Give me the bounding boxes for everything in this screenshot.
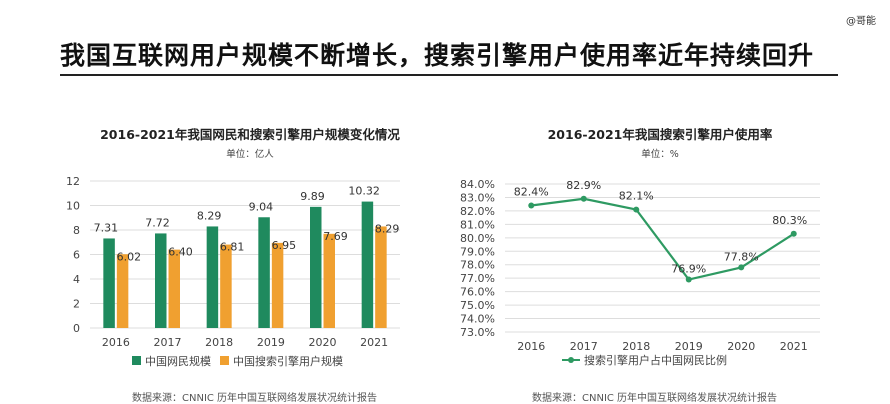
bar	[155, 233, 167, 328]
bar	[310, 206, 322, 328]
y-tick-label: 82.0%	[460, 205, 495, 218]
data-point	[528, 202, 535, 209]
legend-label: 中国搜索引擎用户规模	[233, 354, 343, 368]
legend-marker	[568, 357, 574, 363]
x-tick-label: 2018	[622, 340, 650, 353]
bar	[206, 226, 219, 328]
y-tick-label: 84.0%	[460, 178, 495, 191]
bar-chart-panel: 2016-2021年我国网民和搜索引擎用户规模变化情况 单位：亿人 0 2 4 6 8 1…	[40, 118, 460, 404]
x-tick-label: 2017	[570, 340, 598, 353]
data-label: 76.9%	[671, 263, 706, 276]
title-divider	[60, 74, 838, 76]
page-title: 我国互联网用户规模不断增长，搜索引擎用户使用率近年持续回升	[60, 41, 815, 70]
legend-swatch	[132, 356, 141, 365]
line-chart-panel: 2016-2021年我国搜索引擎用户使用率 单位：% 73.0% 74.0% 75.…	[450, 118, 870, 404]
y-tick-label: 80.0%	[460, 232, 495, 245]
x-tick-label: 2020	[309, 336, 337, 349]
y-tick-label: 74.0%	[460, 313, 495, 326]
y-tick-label: 2	[73, 298, 80, 311]
y-tick-label: 10	[66, 200, 80, 213]
bar	[116, 254, 129, 328]
data-point	[580, 195, 587, 202]
y-tick-label: 12	[66, 175, 80, 188]
bar-chart-title: 2016-2021年我国网民和搜索引擎用户规模变化情况	[100, 127, 400, 142]
data-label: 6.95	[272, 239, 297, 252]
y-tick-label: 8	[73, 224, 80, 237]
bar	[375, 226, 387, 328]
x-tick-label: 2021	[780, 340, 808, 353]
line-chart-unit: 单位：%	[641, 149, 679, 160]
data-label: 7.72	[145, 216, 170, 229]
x-tick-label: 2018	[205, 336, 233, 349]
bar	[258, 217, 270, 328]
data-point	[633, 206, 640, 213]
data-point	[685, 276, 692, 283]
line-chart-title: 2016-2021年我国搜索引擎用户使用率	[547, 127, 773, 142]
y-tick-label: 75.0%	[460, 299, 495, 312]
line-chart-source: 数据来源：CNNIC 历年中国互联网络发展状况统计报告	[532, 393, 778, 404]
data-label: 82.4%	[514, 186, 549, 199]
data-label: 6.40	[168, 246, 193, 259]
x-tick-label: 2016	[102, 336, 130, 349]
y-tick-label: 77.0%	[460, 272, 495, 285]
data-label: 82.1%	[619, 190, 654, 203]
data-point	[790, 230, 797, 237]
y-tick-label: 73.0%	[460, 326, 495, 339]
y-tick-label: 83.0%	[460, 191, 495, 204]
y-tick-label: 4	[73, 273, 80, 286]
data-label: 9.89	[300, 190, 325, 203]
data-point	[738, 264, 745, 271]
y-tick-label: 79.0%	[460, 245, 495, 258]
watermark: @哥能	[846, 16, 876, 27]
y-tick-label: 81.0%	[460, 218, 495, 231]
y-tick-label: 6	[73, 249, 80, 262]
legend-swatch	[220, 356, 229, 365]
y-tick-label: 0	[73, 322, 80, 335]
x-tick-label: 2021	[360, 336, 388, 349]
data-label: 82.9%	[566, 179, 601, 192]
legend-label: 搜索引擎用户占中国网民比例	[584, 353, 727, 367]
x-tick-label: 2019	[257, 336, 285, 349]
data-label: 7.69	[323, 230, 348, 243]
x-tick-label: 2020	[727, 340, 755, 353]
bar	[361, 201, 374, 328]
data-label: 6.81	[220, 241, 245, 254]
bar	[271, 242, 284, 328]
data-label: 7.31	[94, 221, 119, 234]
bar	[220, 244, 232, 328]
x-tick-label: 2016	[517, 340, 545, 353]
y-tick-label: 76.0%	[460, 286, 495, 299]
data-label: 9.04	[249, 200, 273, 213]
legend-label: 中国网民规模	[145, 354, 211, 368]
data-label: 8.29	[375, 222, 400, 235]
series-line	[531, 197, 795, 281]
x-tick-label: 2017	[154, 336, 182, 349]
line-chart: 73.0%74.0%75.0%76.0%77.0%78.0%79.0%80.0%…	[460, 178, 820, 367]
y-tick-label: 78.0%	[460, 259, 495, 272]
bar-chart-source: 数据来源：CNNIC 历年中国互联网络发展状况统计报告	[132, 393, 378, 404]
bar-chart-unit: 单位：亿人	[226, 149, 274, 160]
bar-chart: 0 2 4 6 8 10 12 7.31 6.02 2016 7.72 6.40 2017 8.29 6.8…	[66, 175, 400, 368]
bar	[168, 249, 180, 328]
data-label: 77.8%	[724, 250, 759, 263]
data-label: 8.29	[197, 209, 222, 222]
bar	[323, 233, 335, 328]
bar	[103, 238, 115, 328]
data-label: 10.32	[348, 185, 380, 198]
x-tick-label: 2019	[675, 340, 703, 353]
data-label: 80.3%	[772, 214, 807, 227]
data-label: 6.02	[117, 250, 142, 263]
